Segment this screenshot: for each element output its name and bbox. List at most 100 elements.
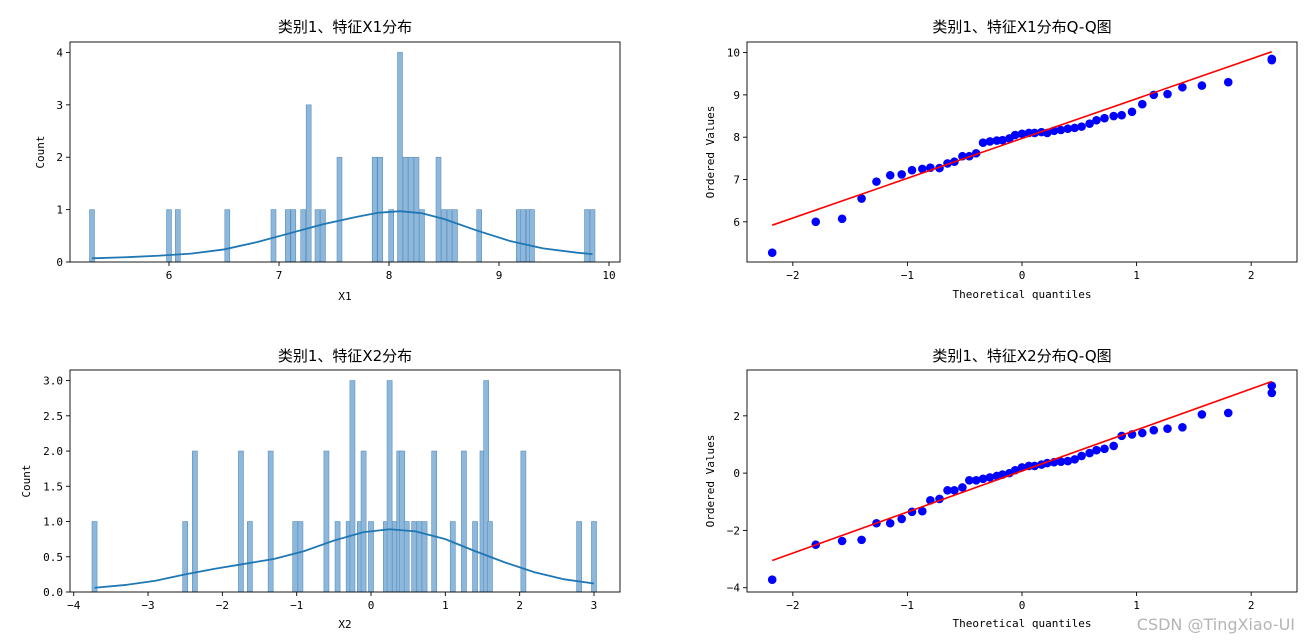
qq-plot-x1: 类别1、特征X1分布Q-Q图 Theoretical quantiles Order…	[704, 18, 1298, 301]
histogram-bar	[334, 521, 341, 593]
qq-point	[1267, 388, 1277, 398]
qq-point	[1163, 89, 1172, 99]
histogram-bar	[591, 521, 597, 593]
y-tick-label: 9	[733, 89, 740, 102]
axes-frame	[69, 369, 621, 593]
y-tick-label: 6	[733, 216, 740, 229]
y-tick-label: 3	[56, 99, 63, 112]
histogram-bar	[472, 521, 478, 593]
histogram-bar	[388, 209, 394, 263]
histogram-bar	[300, 209, 306, 263]
histogram-bar	[192, 450, 198, 593]
qq-point	[857, 194, 866, 203]
qq-point	[918, 164, 927, 174]
histogram-bar	[446, 209, 453, 263]
qq-point	[872, 177, 881, 186]
histogram-bar	[91, 521, 98, 593]
x-axis-label: X1	[338, 290, 351, 303]
y-tick-label: 0.0	[43, 586, 63, 599]
histogram-bar	[529, 209, 535, 263]
qq-point	[918, 506, 927, 516]
qq-point	[950, 486, 959, 495]
qq-point	[1109, 111, 1118, 121]
qq-point	[837, 536, 847, 546]
qq-point	[978, 138, 988, 147]
qq-point	[998, 135, 1007, 145]
histogram-bar	[371, 156, 378, 263]
qq-point	[1056, 457, 1066, 466]
qq-point	[1063, 124, 1073, 134]
y-axis-label: Count	[34, 135, 47, 168]
x-tick-label: 7	[276, 269, 283, 282]
qq-point	[1100, 113, 1109, 123]
qq-point	[1267, 381, 1277, 391]
x-tick-label: −3	[141, 599, 154, 612]
x-tick-label: 0	[1019, 269, 1026, 282]
x-tick-label: 2	[516, 599, 523, 612]
qq-point	[985, 137, 995, 146]
x-tick-label: 10	[602, 269, 615, 282]
x-tick-label: −1	[290, 599, 303, 612]
qq-point	[1063, 456, 1073, 466]
qq-point	[1117, 110, 1126, 120]
histogram-bar	[336, 156, 343, 263]
qq-point	[985, 473, 995, 482]
x-tick-label: 1	[1133, 269, 1140, 282]
y-axis-label: Ordered Values	[704, 435, 717, 528]
chart-title: 类别1、特征X1分布	[278, 18, 412, 36]
y-tick-label: 3.0	[43, 375, 63, 388]
qq-point	[958, 483, 967, 492]
chart-title: 类别1、特征X2分布Q-Q图	[932, 347, 1111, 365]
qq-point	[1138, 99, 1147, 109]
qq-point	[1070, 455, 1080, 464]
x-tick-label: 0	[1019, 599, 1026, 612]
histogram-bar	[305, 104, 312, 263]
x-tick-label: −4	[67, 599, 81, 612]
histogram-bar	[431, 450, 438, 593]
y-tick-label: 8	[733, 131, 740, 144]
histogram-x1: 类别1、特征X1分布 X1 Count 6 7 8 9 10 0 1 2 3 4	[34, 18, 621, 303]
qq-point	[767, 248, 777, 257]
x-tick-label: −1	[901, 269, 914, 282]
kde-line	[94, 528, 595, 589]
x-axis-label: Theoretical quantiles	[952, 617, 1091, 630]
histogram-bar	[270, 209, 277, 263]
qq-point	[1070, 123, 1080, 133]
histogram-bar	[360, 450, 367, 593]
qq-point	[1092, 115, 1101, 125]
qq-point	[1178, 422, 1187, 432]
y-tick-label: 1	[56, 204, 63, 217]
qq-point	[1017, 129, 1027, 139]
qq-point	[1127, 107, 1137, 117]
histogram-bar	[349, 380, 356, 593]
qq-plot-x2: 类别1、特征X2分布Q-Q图 Theoretical quantiles Order…	[704, 347, 1298, 630]
y-tick-label: 2.0	[43, 445, 63, 458]
x-tick-label: 2	[1248, 269, 1255, 282]
qq-point	[1085, 448, 1094, 458]
qq-point	[1077, 122, 1086, 131]
histogram-bar	[452, 209, 458, 263]
qq-point	[811, 217, 821, 227]
qq-point	[1163, 424, 1172, 434]
histogram-bar	[449, 521, 456, 593]
histogram-bar	[267, 450, 274, 593]
qq-point	[837, 214, 847, 224]
histogram-bar	[290, 209, 297, 263]
qq-point	[971, 475, 981, 485]
histogram-bar	[297, 521, 304, 593]
kde-line	[91, 210, 593, 260]
histogram-bar	[408, 156, 414, 263]
y-axis-label: Count	[20, 464, 33, 497]
histogram-bar	[314, 209, 321, 263]
histogram-bar	[89, 209, 95, 263]
y-tick-label: −2	[727, 524, 740, 537]
qq-point	[1197, 81, 1207, 90]
histogram-bar	[402, 156, 409, 263]
axes-frame	[746, 369, 1298, 593]
qq-point	[897, 514, 906, 524]
qq-point	[1092, 445, 1101, 455]
histogram-bar	[520, 450, 527, 593]
qq-point	[1109, 441, 1118, 451]
x-tick-label: 0	[368, 599, 375, 612]
